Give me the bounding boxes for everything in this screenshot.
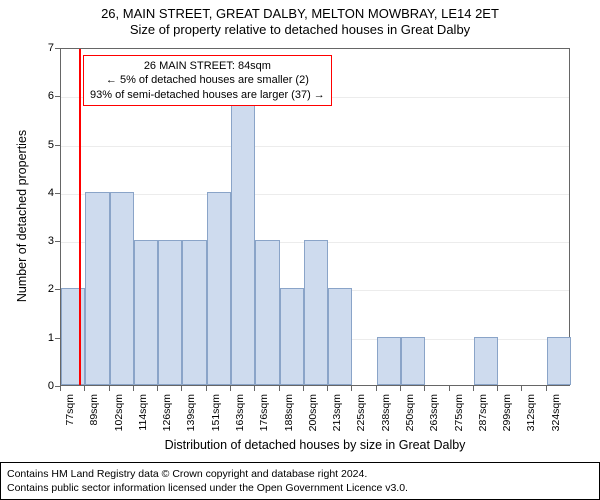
gridline [61, 146, 569, 147]
y-tick-mark [55, 241, 60, 242]
histogram-bar [280, 288, 304, 385]
x-tick-label: 263sqm [428, 394, 440, 438]
histogram-bar [547, 337, 571, 385]
x-tick-mark [133, 386, 134, 391]
x-tick-label: 299sqm [501, 394, 513, 438]
x-tick-mark [376, 386, 377, 391]
histogram-bar [328, 288, 352, 385]
annotation-line: 93% of semi-detached houses are larger (… [90, 88, 325, 102]
x-tick-label: 176sqm [258, 394, 270, 438]
x-tick-mark [521, 386, 522, 391]
x-tick-mark [400, 386, 401, 391]
x-tick-mark [303, 386, 304, 391]
reference-line [79, 49, 81, 385]
footer-line-1: Contains HM Land Registry data © Crown c… [7, 467, 593, 481]
x-tick-label: 163sqm [234, 394, 246, 438]
x-tick-mark [327, 386, 328, 391]
x-tick-label: 151sqm [210, 394, 222, 438]
x-tick-label: 200sqm [307, 394, 319, 438]
histogram-bar [401, 337, 425, 385]
x-tick-mark [497, 386, 498, 391]
histogram-bar [377, 337, 401, 385]
x-tick-mark [279, 386, 280, 391]
histogram-bar [61, 288, 85, 385]
x-tick-label: 213sqm [331, 394, 343, 438]
x-tick-mark [424, 386, 425, 391]
footer-line-2: Contains public sector information licen… [7, 481, 593, 495]
y-tick-mark [55, 193, 60, 194]
x-tick-mark [157, 386, 158, 391]
x-tick-mark [351, 386, 352, 391]
x-tick-mark [109, 386, 110, 391]
histogram-bar [85, 192, 109, 385]
x-tick-label: 114sqm [137, 394, 149, 438]
x-tick-label: 188sqm [283, 394, 295, 438]
x-tick-label: 89sqm [88, 394, 100, 438]
x-tick-mark [546, 386, 547, 391]
chart-titles: 26, MAIN STREET, GREAT DALBY, MELTON MOW… [0, 0, 600, 39]
x-tick-mark [230, 386, 231, 391]
gridline [61, 194, 569, 195]
y-tick-mark [55, 145, 60, 146]
x-tick-label: 275sqm [453, 394, 465, 438]
x-tick-label: 102sqm [113, 394, 125, 438]
histogram-bar [134, 240, 158, 385]
histogram-bar [207, 192, 231, 385]
x-axis-label: Distribution of detached houses by size … [60, 438, 570, 452]
x-tick-mark [254, 386, 255, 391]
y-tick-label: 5 [30, 139, 54, 151]
x-tick-mark [84, 386, 85, 391]
footer-attribution: Contains HM Land Registry data © Crown c… [0, 462, 600, 500]
x-tick-label: 324sqm [550, 394, 562, 438]
y-axis-label: Number of detached properties [15, 116, 29, 316]
y-tick-label: 4 [30, 187, 54, 199]
y-tick-mark [55, 289, 60, 290]
x-tick-mark [206, 386, 207, 391]
y-tick-label: 7 [30, 42, 54, 54]
x-tick-label: 126sqm [161, 394, 173, 438]
x-tick-mark [181, 386, 182, 391]
y-tick-mark [55, 96, 60, 97]
x-tick-label: 139sqm [185, 394, 197, 438]
histogram-plot-area: 26 MAIN STREET: 84sqm← 5% of detached ho… [60, 48, 570, 386]
x-tick-label: 250sqm [404, 394, 416, 438]
y-tick-mark [55, 48, 60, 49]
x-tick-mark [473, 386, 474, 391]
title-line-1: 26, MAIN STREET, GREAT DALBY, MELTON MOW… [0, 6, 600, 22]
x-tick-label: 225sqm [355, 394, 367, 438]
histogram-bar [304, 240, 328, 385]
y-tick-label: 2 [30, 283, 54, 295]
y-tick-label: 3 [30, 235, 54, 247]
x-tick-label: 287sqm [477, 394, 489, 438]
histogram-bar [474, 337, 498, 385]
histogram-bar [158, 240, 182, 385]
x-tick-mark [60, 386, 61, 391]
title-line-2: Size of property relative to detached ho… [0, 22, 600, 38]
y-tick-label: 1 [30, 332, 54, 344]
histogram-bar [255, 240, 279, 385]
histogram-bar [231, 95, 255, 385]
y-tick-label: 0 [30, 380, 54, 392]
annotation-box: 26 MAIN STREET: 84sqm← 5% of detached ho… [83, 55, 332, 106]
annotation-line: ← 5% of detached houses are smaller (2) [90, 73, 325, 87]
x-tick-mark [449, 386, 450, 391]
y-tick-label: 6 [30, 90, 54, 102]
histogram-bar [182, 240, 206, 385]
x-tick-label: 77sqm [64, 394, 76, 438]
x-tick-label: 312sqm [525, 394, 537, 438]
x-tick-label: 238sqm [380, 394, 392, 438]
y-tick-mark [55, 338, 60, 339]
histogram-bar [110, 192, 134, 385]
annotation-line: 26 MAIN STREET: 84sqm [90, 59, 325, 73]
